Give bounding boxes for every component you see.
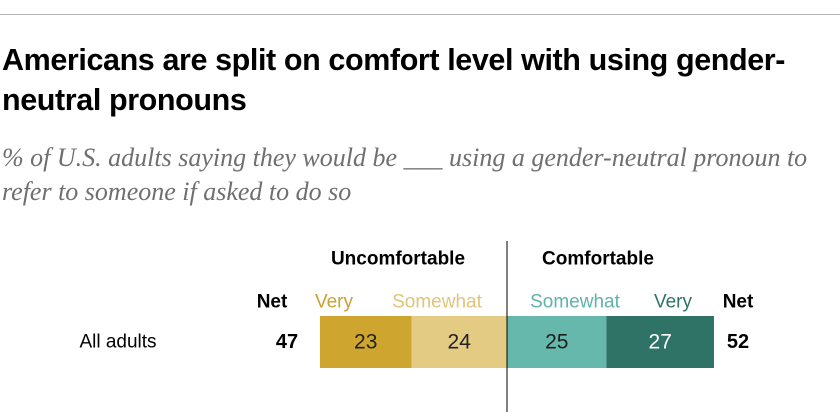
net-value-uncomfortable: 47 [276,331,298,353]
data-label-very-comfortable: 27 [649,331,672,354]
bar-very-comfortable [606,316,714,368]
legend-somewhat-comfortable: Somewhat [530,292,620,313]
bar-somewhat-uncomfortable [411,316,507,368]
chart-subtitle: % of U.S. adults saying they would be __… [2,143,808,206]
bar-somewhat-comfortable [507,316,607,368]
data-label-very-uncomfortable: 23 [354,331,377,354]
legend-very-comfortable: Very [654,292,693,313]
data-label-somewhat-comfortable: 25 [545,331,568,354]
legend-somewhat-uncomfortable: Somewhat [392,292,482,313]
bar-very-uncomfortable [319,316,412,368]
net-value-comfortable: 52 [727,331,749,353]
legend-net-uncomfortable: Net [257,292,288,313]
data-label-somewhat-uncomfortable: 24 [448,331,472,354]
group-header-comfortable: Comfortable [542,249,654,270]
row-label-all-adults: All adults [79,332,156,353]
top-rule [0,14,840,15]
legend-very-uncomfortable: Very [315,292,354,313]
chart-title: Americans are split on comfort level wit… [2,43,786,117]
group-header-uncomfortable: Uncomfortable [331,249,465,270]
legend-net-comfortable: Net [723,292,754,313]
